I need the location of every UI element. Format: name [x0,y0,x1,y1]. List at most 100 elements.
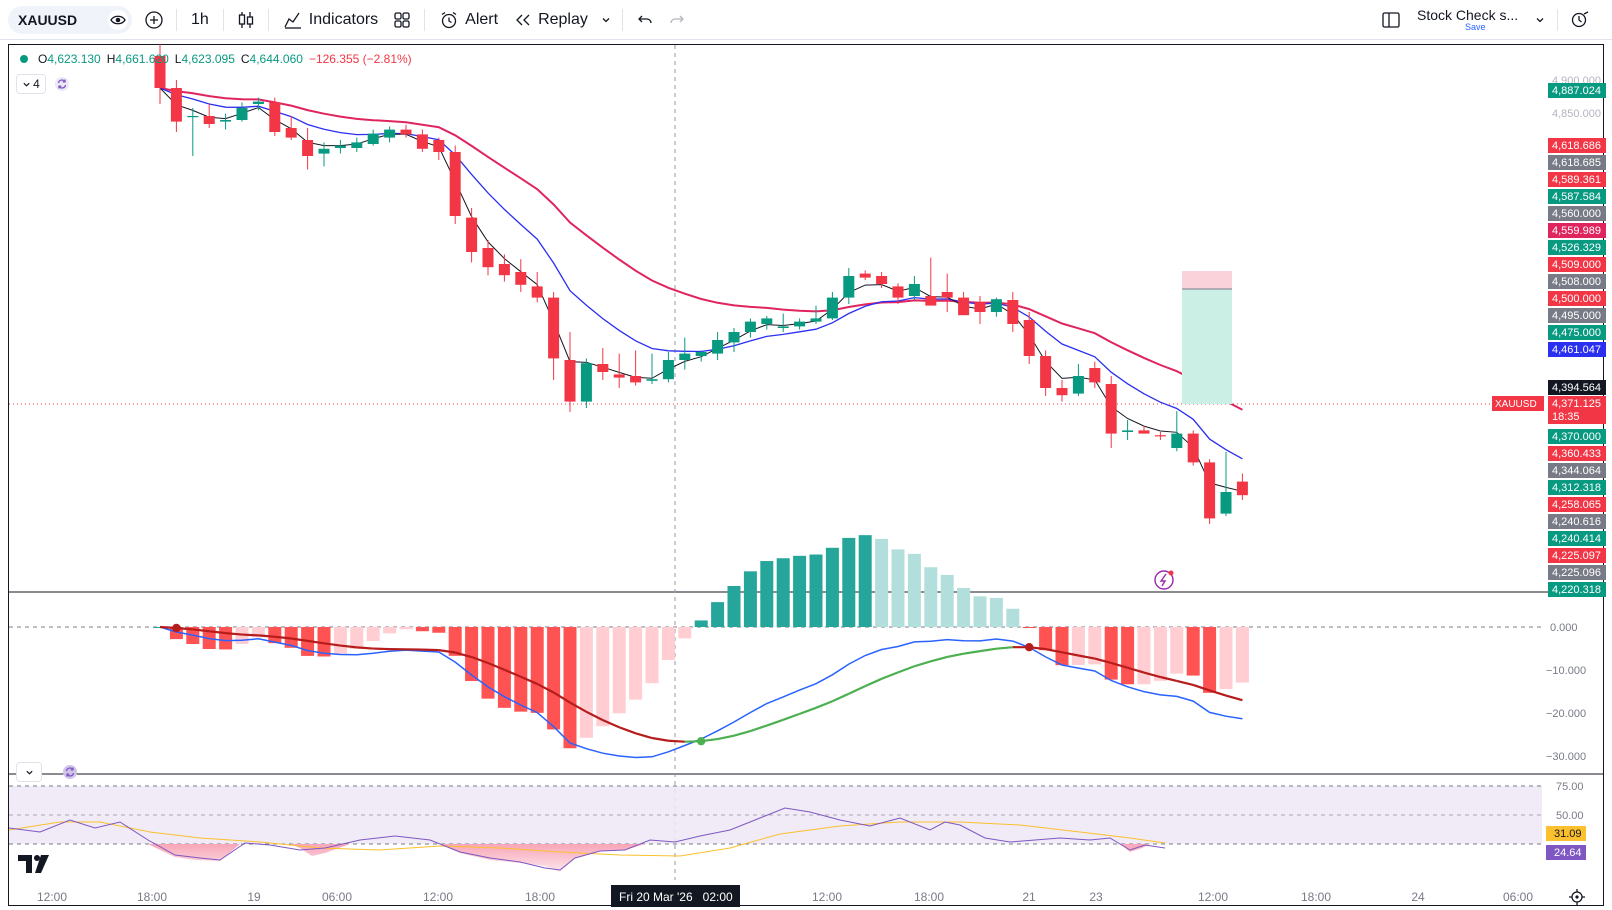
alarm-clock-icon [441,11,457,28]
lightning-alert-icon[interactable] [1154,570,1174,590]
macd-histogram-bar [547,627,561,730]
macd-histogram-bar [1235,627,1249,683]
candle [777,313,789,332]
indicators-button[interactable]: Indicators [275,10,386,30]
rsi-axis[interactable]: 75.00 50.00 31.09 24.64 [1546,781,1586,860]
macd-histogram-bar [1006,608,1020,627]
rsi-collapse-button[interactable] [16,762,42,782]
macd-signal-segment [848,685,866,695]
macd-signal-segment [914,660,932,668]
candle [990,297,1002,317]
macd-signal-segment [782,712,800,721]
price-label: 4,508.000 [1548,274,1606,289]
candle [384,126,396,143]
candle [1089,361,1101,388]
ema-lines-layer [159,87,1243,492]
tradingview-logo[interactable] [18,855,49,873]
svg-text:4,371.125: 4,371.125 [1552,398,1601,410]
redo-icon[interactable] [661,4,693,36]
open-key: O [38,52,48,66]
top-toolbar: XAUUSD 1h Indicators Alert Replay [0,0,1612,40]
indicator-controls: 4 [16,74,70,94]
layout-save-status: Save [1465,22,1486,32]
rsi-line [8,807,1166,871]
price-label: 4,258.065 [1548,497,1606,512]
price-label: 4,370.000 [1548,429,1606,444]
svg-text:4,508.000: 4,508.000 [1552,276,1601,288]
macd-signal-segment [996,646,1013,650]
macd-histogram-bar [678,627,692,639]
svg-text:4,589.361: 4,589.361 [1552,174,1601,186]
compare-add-icon[interactable] [138,4,170,36]
macd-histogram-bar [645,627,659,684]
candle [580,358,592,408]
svg-text:4,370.000: 4,370.000 [1552,431,1601,443]
macd-signal-segment [274,635,292,640]
time-tick: 12:00 [423,890,453,904]
undo-icon[interactable] [629,4,661,36]
macd-signal-segment [225,632,243,636]
svg-text:4,220.318: 4,220.318 [1552,584,1601,596]
svg-text:4,560.000: 4,560.000 [1552,208,1601,220]
interval-button[interactable]: 1h [183,11,217,29]
macd-signal-segment [1094,657,1112,665]
layout-chevron-down-icon[interactable] [1529,4,1551,36]
macd-histogram-bar [448,627,462,656]
svg-text:4,394.564: 4,394.564 [1552,382,1601,394]
layout-panel-icon[interactable] [1375,4,1407,36]
price-label: 4,887.024 [1548,83,1606,98]
svg-text:4,360.433: 4,360.433 [1552,448,1601,460]
macd-histogram-bar [694,620,708,627]
macd-histogram-bar [399,627,413,630]
symbol-search[interactable]: XAUUSD [8,5,132,34]
indicators-collapse-button[interactable]: 4 [16,74,46,94]
macd-histogram-bar [1153,627,1167,681]
macd-signal-segment [438,649,456,654]
time-tick: 18:00 [137,890,167,904]
macd-tick: −30.000 [1546,751,1586,763]
svg-text:4,225.097: 4,225.097 [1552,550,1601,562]
candle [154,44,166,104]
quick-search-icon[interactable] [1564,4,1596,36]
price-label: 4,475.000 [1548,325,1606,340]
crosshair-time-label: Fri 20 Mar '26 02:00 [619,890,733,904]
macd-layer [9,535,1542,759]
position-stop-zone[interactable] [1182,271,1232,289]
templates-grid-icon[interactable] [386,4,418,36]
alert-button[interactable]: Alert [431,10,506,30]
macd-histogram-bar [989,597,1003,627]
candle [597,348,609,380]
price-label: 4,344.064 [1548,463,1606,478]
candle-type-icon[interactable] [230,4,262,36]
svg-text:4,500.000: 4,500.000 [1552,293,1601,305]
candle [367,129,379,146]
time-tick: 12:00 [37,890,67,904]
price-axis[interactable]: 4,900.0004,850.0004,887.0244,618.6864,61… [1492,75,1606,597]
replay-chevron-down-icon[interactable] [596,4,616,36]
macd-axis[interactable]: 0.000 −10.000 −20.000 −30.000 [1546,622,1586,763]
sync-icon[interactable] [54,76,70,92]
macd-signal-segment [356,646,374,650]
candle [892,283,904,304]
macd-signal-segment [897,665,915,674]
svg-text:4,344.064: 4,344.064 [1552,465,1601,477]
macd-signal-segment [373,647,390,651]
time-tick: 06:00 [322,890,352,904]
price-label: 4,240.414 [1548,531,1606,546]
replay-button[interactable]: Replay [506,11,596,29]
time-axis[interactable]: 12:00 18:00 19 06:00 12:00 18:00 12:00 18:00 21 2… [37,890,1533,904]
chart-settings-gear-icon[interactable] [1569,889,1585,905]
sync-icon[interactable] [62,764,78,780]
candle [744,318,756,338]
symbol-watch-icon[interactable] [108,9,128,30]
layout-name-button[interactable]: Stock Check s... Save [1417,7,1529,32]
macd-histogram-bar [875,538,889,627]
position-target-zone[interactable] [1182,289,1232,404]
macd-signal-segment [1078,654,1096,660]
macd-histogram-bar [973,596,987,627]
macd-histogram-bar [924,567,938,627]
price-tick: 4,850.000 [1552,108,1601,120]
macd-histogram-bar [1039,627,1053,651]
rsi-tick: 75.00 [1556,781,1584,793]
